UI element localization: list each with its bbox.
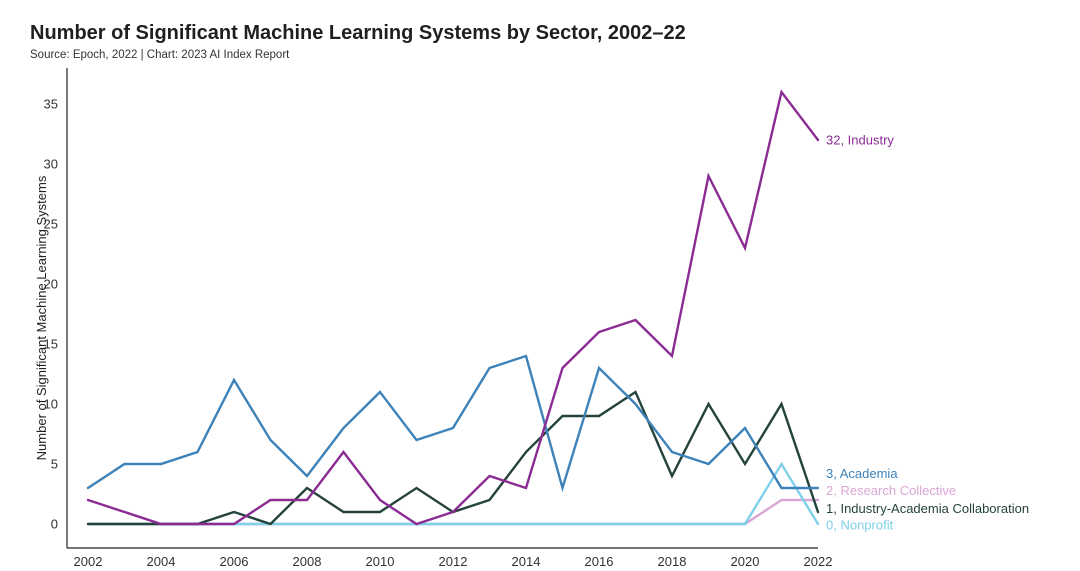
series-line-industry-academia-collaboration: [86, 390, 820, 526]
x-tick-label: 2006: [220, 554, 249, 569]
y-tick-label: 25: [44, 217, 58, 232]
x-tick-label: 2008: [293, 554, 322, 569]
end-label-industry: 32, Industry: [826, 133, 894, 148]
chart-ticks: 0 5 10 15 20 25 30 35 2002 2004 2006 2008 2010 2012 20…: [44, 97, 833, 570]
y-tick-label: 35: [44, 97, 58, 112]
x-tick-label: 2020: [731, 554, 760, 569]
chart-series: [86, 89, 820, 526]
series-line-nonprofit: [86, 461, 820, 526]
series-line-academia: [86, 354, 820, 493]
x-tick-label: 2014: [512, 554, 541, 569]
y-tick-label: 5: [51, 457, 58, 472]
series-line-industry: [86, 89, 820, 526]
x-tick-label: 2016: [585, 554, 614, 569]
y-tick-label: 10: [44, 397, 58, 412]
end-label-research-collective: 2, Research Collective: [826, 483, 956, 498]
x-tick-label: 2022: [804, 554, 833, 569]
end-label-academia: 3, Academia: [826, 466, 898, 481]
y-tick-label: 20: [44, 277, 58, 292]
end-label-nonprofit: 0, Nonprofit: [826, 518, 894, 533]
chart-axes: [66, 68, 818, 549]
chart-source: Source: Epoch, 2022 | Chart: 2023 AI Ind…: [30, 49, 290, 61]
x-tick-label: 2018: [658, 554, 687, 569]
y-tick-label: 30: [44, 157, 58, 172]
y-tick-label: 0: [51, 517, 58, 532]
chart-title: Number of Significant Machine Learning S…: [30, 22, 686, 44]
x-tick-label: 2010: [366, 554, 395, 569]
x-tick-label: 2004: [147, 554, 176, 569]
series-end-labels: 2, Research Collective 0, Nonprofit 1, Ind…: [826, 133, 1029, 533]
y-tick-label: 15: [44, 337, 58, 352]
y-axis-label: Number of Significant Machine Learning S…: [34, 175, 49, 460]
x-tick-label: 2012: [439, 554, 468, 569]
x-tick-label: 2002: [74, 554, 103, 569]
end-label-industry-academia-collaboration: 1, Industry-Academia Collaboration: [826, 501, 1029, 516]
